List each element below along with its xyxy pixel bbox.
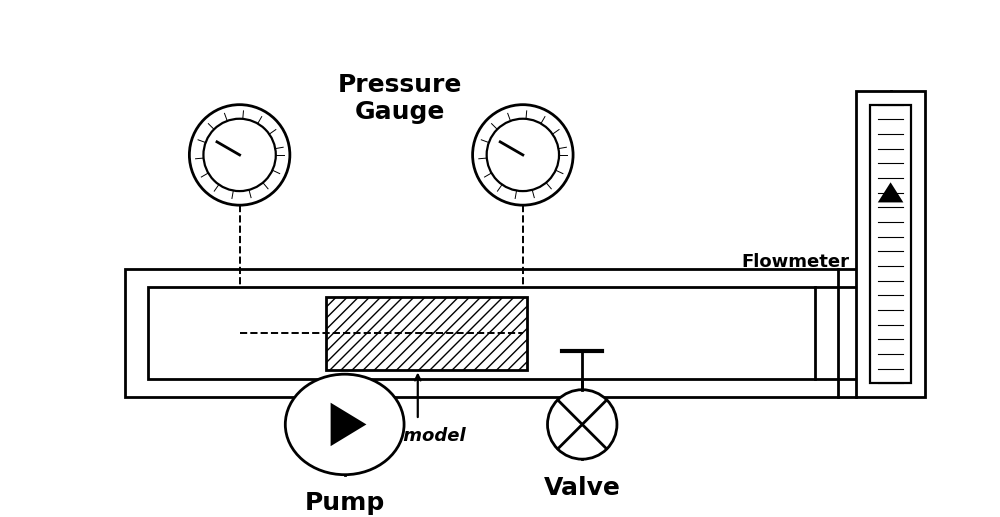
Ellipse shape <box>285 374 404 475</box>
Bar <box>326 297 527 370</box>
Circle shape <box>473 104 573 205</box>
Bar <box>148 287 815 379</box>
Text: Valve: Valve <box>544 476 621 499</box>
Bar <box>870 104 911 383</box>
Bar <box>856 91 925 397</box>
Polygon shape <box>878 183 903 203</box>
Text: duct model: duct model <box>352 427 465 445</box>
Text: Pressure
Gauge: Pressure Gauge <box>337 73 462 125</box>
Polygon shape <box>331 403 366 446</box>
Circle shape <box>189 104 290 205</box>
Text: Flowmeter: Flowmeter <box>741 253 849 271</box>
Circle shape <box>548 390 617 459</box>
Text: Pump: Pump <box>305 491 385 515</box>
Bar <box>125 269 838 397</box>
